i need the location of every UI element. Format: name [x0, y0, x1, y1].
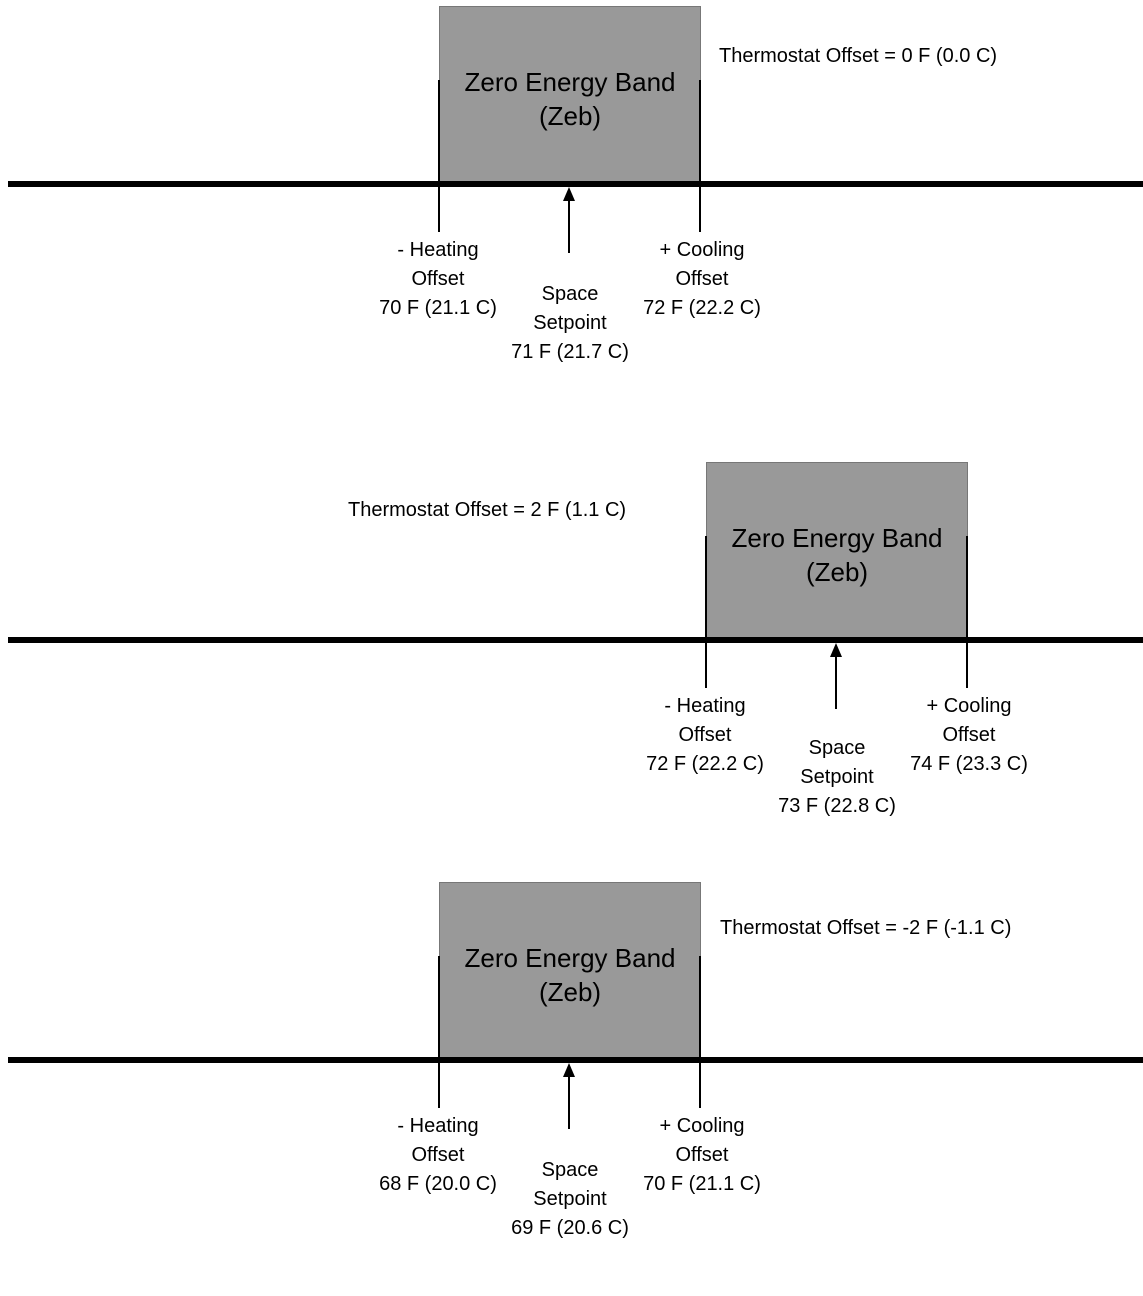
heating-value: 70 F (21.1 C) — [379, 297, 497, 319]
zeb-title-line1: Zero Energy Band — [464, 67, 676, 97]
thermostat-offset-label: Thermostat Offset = -2 F (-1.1 C) — [720, 917, 1012, 939]
setpoint-label-line2: Setpoint — [533, 1188, 607, 1210]
setpoint-value: 73 F (22.8 C) — [778, 795, 896, 817]
cooling-offset-label: + Cooling Offset 72 F (22.2 C) — [622, 236, 782, 323]
cooling-offset-line — [966, 536, 968, 688]
cooling-label-line2: Offset — [675, 268, 729, 290]
heating-label-line1: - Heating — [397, 1115, 479, 1137]
setpoint-label-line1: Space — [808, 737, 866, 759]
heating-value: 68 F (20.0 C) — [379, 1173, 497, 1195]
setpoint-arrow — [835, 655, 837, 709]
temperature-axis — [8, 1057, 1143, 1063]
heating-offset-label: - Heating Offset 68 F (20.0 C) — [358, 1112, 518, 1199]
heating-offset-label: - Heating Offset 72 F (22.2 C) — [625, 692, 785, 779]
zero-energy-band: Zero Energy Band (Zeb) — [439, 6, 701, 182]
cooling-value: 70 F (21.1 C) — [643, 1173, 761, 1195]
temperature-axis — [8, 181, 1143, 187]
diagram-panel-1: Zero Energy Band (Zeb) Thermostat Offset… — [0, 0, 1143, 420]
setpoint-label-line2: Setpoint — [533, 312, 607, 334]
cooling-label-line2: Offset — [942, 724, 996, 746]
cooling-label-line1: + Cooling — [659, 239, 745, 261]
zeb-title-line2: (Zeb) — [805, 557, 869, 587]
cooling-label-line2: Offset — [675, 1144, 729, 1166]
cooling-value: 72 F (22.2 C) — [643, 297, 761, 319]
setpoint-value: 71 F (21.7 C) — [511, 341, 629, 363]
setpoint-label-line1: Space — [541, 1159, 599, 1181]
setpoint-label-line1: Space — [541, 283, 599, 305]
setpoint-label-line2: Setpoint — [800, 766, 874, 788]
heating-offset-label: - Heating Offset 70 F (21.1 C) — [358, 236, 518, 323]
setpoint-arrow — [568, 199, 570, 253]
diagram-panel-3: Zero Energy Band (Zeb) Thermostat Offset… — [0, 876, 1143, 1296]
setpoint-value: 69 F (20.6 C) — [511, 1217, 629, 1239]
space-setpoint-label: Space Setpoint 71 F (21.7 C) — [490, 280, 650, 367]
zeb-title: Zero Energy Band (Zeb) — [440, 941, 700, 1009]
heating-label-line1: - Heating — [397, 239, 479, 261]
cooling-offset-line — [699, 956, 701, 1108]
space-setpoint-label: Space Setpoint 73 F (22.8 C) — [757, 734, 917, 821]
setpoint-arrow — [568, 1075, 570, 1129]
space-setpoint-label: Space Setpoint 69 F (20.6 C) — [490, 1156, 650, 1243]
diagram-panel-2: Zero Energy Band (Zeb) Thermostat Offset… — [0, 456, 1143, 876]
heating-offset-line — [438, 956, 440, 1108]
zeb-title-line2: (Zeb) — [538, 101, 602, 131]
heating-label-line2: Offset — [411, 1144, 465, 1166]
setpoint-arrow-head — [563, 1063, 575, 1077]
zeb-title: Zero Energy Band (Zeb) — [707, 521, 967, 589]
heating-offset-line — [705, 536, 707, 688]
cooling-offset-label: + Cooling Offset 74 F (23.3 C) — [889, 692, 1049, 779]
heating-label-line2: Offset — [411, 268, 465, 290]
thermostat-offset-label: Thermostat Offset = 2 F (1.1 C) — [348, 499, 627, 521]
temperature-axis — [8, 637, 1143, 643]
heating-value: 72 F (22.2 C) — [646, 753, 764, 775]
cooling-label-line1: + Cooling — [926, 695, 1012, 717]
zero-energy-band: Zero Energy Band (Zeb) — [439, 882, 701, 1058]
zeb-title: Zero Energy Band (Zeb) — [440, 65, 700, 133]
heating-offset-line — [438, 80, 440, 232]
zeb-title-line1: Zero Energy Band — [464, 943, 676, 973]
setpoint-arrow-head — [830, 643, 842, 657]
thermostat-offset-label: Thermostat Offset = 0 F (0.0 C) — [719, 45, 998, 67]
zero-energy-band: Zero Energy Band (Zeb) — [706, 462, 968, 638]
heating-label-line1: - Heating — [664, 695, 746, 717]
zeb-title-line2: (Zeb) — [538, 977, 602, 1007]
cooling-label-line1: + Cooling — [659, 1115, 745, 1137]
cooling-offset-line — [699, 80, 701, 232]
heating-label-line2: Offset — [678, 724, 732, 746]
cooling-offset-label: + Cooling Offset 70 F (21.1 C) — [622, 1112, 782, 1199]
setpoint-arrow-head — [563, 187, 575, 201]
zeb-title-line1: Zero Energy Band — [731, 523, 943, 553]
cooling-value: 74 F (23.3 C) — [910, 753, 1028, 775]
